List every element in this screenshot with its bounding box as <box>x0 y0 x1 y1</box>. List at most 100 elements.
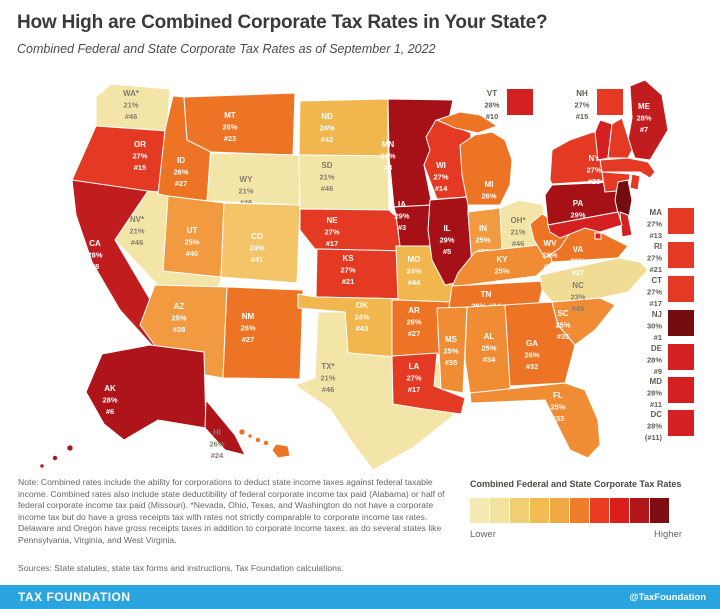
svg-text:28%: 28% <box>484 101 499 110</box>
svg-text:#46: #46 <box>512 239 525 248</box>
svg-text:MD: MD <box>650 377 663 386</box>
svg-text:IL: IL <box>443 224 450 233</box>
svg-text:23%: 23% <box>570 293 585 302</box>
svg-text:CT: CT <box>651 276 662 285</box>
state-ks: KS 27% #21 <box>315 248 411 300</box>
svg-text:#27: #27 <box>408 329 421 338</box>
svg-text:#8: #8 <box>91 262 99 271</box>
svg-text:29%: 29% <box>439 236 454 245</box>
svg-text:NH: NH <box>576 89 588 98</box>
svg-text:AR: AR <box>408 306 420 315</box>
legend-title: Combined Federal and State Corporate Tax… <box>470 479 682 489</box>
svg-text:FL: FL <box>553 391 563 400</box>
legend-swatch-2 <box>490 498 509 523</box>
svg-text:21%: 21% <box>129 227 144 236</box>
legend-swatch-4 <box>530 498 549 523</box>
svg-text:#35: #35 <box>496 278 509 287</box>
svg-text:#46: #46 <box>131 238 144 247</box>
svg-text:#46: #46 <box>240 198 253 207</box>
svg-text:#15: #15 <box>134 163 147 172</box>
svg-text:PA: PA <box>573 199 584 208</box>
svg-text:WI: WI <box>436 161 446 170</box>
legend-swatch-10 <box>650 498 669 523</box>
state-ut: UT 25% #40 <box>162 195 225 278</box>
svg-text:#6: #6 <box>106 407 114 416</box>
svg-text:28%: 28% <box>647 389 662 398</box>
svg-text:27%: 27% <box>647 288 662 297</box>
svg-text:29%: 29% <box>394 212 409 221</box>
svg-text:26%: 26% <box>570 257 585 266</box>
svg-text:25%: 25% <box>481 344 496 353</box>
callout-nh: NH 27% #15 <box>574 89 623 121</box>
svg-text:#27: #27 <box>242 335 255 344</box>
svg-text:#21: #21 <box>649 265 662 274</box>
state-me: ME 28% #7 <box>627 79 669 161</box>
page-subtitle: Combined Federal and State Corporate Tax… <box>17 42 436 56</box>
state-sc: SC 25% #35 <box>551 297 616 346</box>
legend-swatch-7 <box>590 498 609 523</box>
state-dc <box>594 232 602 240</box>
svg-text:26%: 26% <box>209 440 224 449</box>
callout-vt: VT 28% #10 <box>484 89 533 121</box>
state-mi: MI 26% #27 <box>435 111 513 212</box>
svg-text:21%: 21% <box>319 173 334 182</box>
svg-text:26%: 26% <box>524 351 539 360</box>
svg-text:#38: #38 <box>173 325 186 334</box>
svg-text:24%: 24% <box>249 244 264 253</box>
svg-text:ME: ME <box>638 102 651 111</box>
svg-text:ID: ID <box>177 156 185 165</box>
state-ms: MS 25% #35 <box>436 306 468 394</box>
svg-text:IA: IA <box>398 200 406 209</box>
sources-text: Sources: State statutes, state tax forms… <box>18 563 344 573</box>
state-nd: ND 24% #42 <box>298 98 389 157</box>
svg-text:NJ: NJ <box>652 310 662 319</box>
svg-text:21%: 21% <box>320 374 335 383</box>
svg-text:25%: 25% <box>171 314 186 323</box>
svg-text:27%: 27% <box>433 173 448 182</box>
svg-text:MS: MS <box>445 335 458 344</box>
svg-text:#35: #35 <box>445 358 458 367</box>
svg-text:21%: 21% <box>123 101 138 110</box>
svg-text:27%: 27% <box>586 166 601 175</box>
svg-text:26%: 26% <box>406 318 421 327</box>
svg-text:DE: DE <box>651 344 663 353</box>
legend-swatch-row <box>470 498 670 523</box>
svg-text:25%: 25% <box>555 321 570 330</box>
svg-text:29%: 29% <box>380 152 395 161</box>
state-de <box>619 211 633 238</box>
svg-text:UT: UT <box>187 226 198 235</box>
state-oh: OH* 21% #46 <box>499 199 547 259</box>
svg-text:KY: KY <box>496 255 508 264</box>
svg-text:#27: #27 <box>483 203 496 212</box>
note-text: Note: Combined rates include the ability… <box>18 477 445 545</box>
svg-text:28%: 28% <box>102 396 117 405</box>
legend-swatch-3 <box>510 498 529 523</box>
svg-text:21%: 21% <box>238 187 253 196</box>
svg-text:#27: #27 <box>572 268 585 277</box>
legend-swatch-8 <box>610 498 629 523</box>
svg-text:#46: #46 <box>125 112 138 121</box>
state-co: CO 24% #41 <box>220 202 301 284</box>
svg-text:#44: #44 <box>408 278 421 287</box>
svg-text:#7: #7 <box>640 125 648 134</box>
svg-text:#10: #10 <box>486 112 499 121</box>
svg-text:OK: OK <box>356 301 368 310</box>
callout-ri: RI 27% #21 <box>647 242 694 274</box>
state-md <box>547 211 623 239</box>
svg-text:#3: #3 <box>384 163 392 172</box>
svg-text:TX*: TX* <box>321 362 335 371</box>
svg-text:MI: MI <box>485 180 494 189</box>
svg-text:24%: 24% <box>354 313 369 322</box>
svg-text:NY: NY <box>588 154 600 163</box>
legend-swatch-1 <box>470 498 489 523</box>
callout-de: DE 28% #9 <box>647 344 694 376</box>
color-scale-legend: Combined Federal and State Corporate Tax… <box>470 479 702 540</box>
state-tx: TX* 21% #46 <box>293 311 454 471</box>
state-fl: FL 25% #33 <box>469 382 601 459</box>
state-nm: NM 26% #27 <box>222 286 304 380</box>
svg-text:#24: #24 <box>544 262 557 271</box>
svg-text:28%: 28% <box>636 114 651 123</box>
svg-text:#24: #24 <box>211 451 224 460</box>
svg-text:27%: 27% <box>647 220 662 229</box>
